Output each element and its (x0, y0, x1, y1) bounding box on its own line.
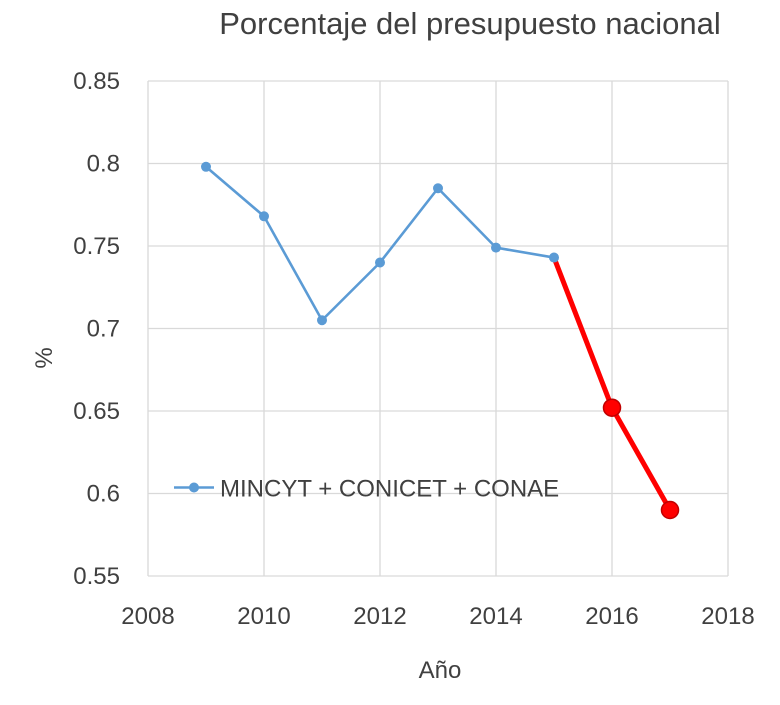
x-axis-label: Año (419, 657, 462, 684)
y-tick-label: 0.6 (87, 481, 120, 508)
y-tick-label: 0.7 (87, 316, 120, 343)
x-tick-label: 2012 (353, 603, 406, 630)
data-point (201, 161, 211, 172)
x-tick-label: 2016 (585, 603, 638, 630)
x-tick-label: 2014 (469, 603, 522, 630)
y-tick-label: 0.65 (73, 398, 120, 425)
data-point (433, 183, 443, 194)
legend-marker (189, 482, 199, 493)
data-points (201, 161, 680, 520)
y-tick-label: 0.8 (87, 151, 120, 178)
data-point (375, 257, 385, 268)
y-tick-label: 0.75 (73, 233, 120, 260)
x-tick-label: 2018 (701, 603, 754, 630)
data-point (259, 211, 269, 222)
data-point-red (602, 398, 622, 417)
x-tick-label: 2008 (121, 603, 174, 630)
data-point (549, 252, 559, 263)
y-axis-label: % (31, 347, 58, 368)
x-tick-labels: 2008 2010 2012 2014 2016 2018 (121, 603, 754, 630)
y-tick-labels: 0.55 0.6 0.65 0.7 0.75 0.8 0.85 (73, 68, 120, 590)
legend: MINCYT + CONICET + CONAE (174, 476, 559, 503)
y-tick-label: 0.85 (73, 68, 120, 95)
series-lines (205, 165, 673, 513)
data-point (491, 242, 501, 253)
data-point (317, 315, 327, 326)
legend-label: MINCYT + CONICET + CONAE (220, 476, 559, 503)
chart-title: Porcentaje del presupuesto nacional (219, 6, 721, 41)
x-tick-label: 2010 (237, 603, 290, 630)
gridlines (147, 80, 729, 577)
data-point-red (660, 500, 680, 520)
y-tick-label: 0.55 (73, 563, 120, 590)
